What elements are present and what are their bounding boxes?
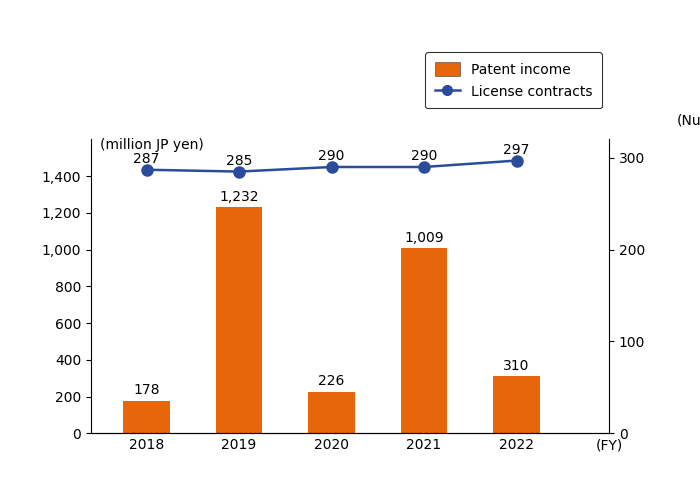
Text: 297: 297 — [503, 143, 530, 157]
Bar — [309, 392, 355, 433]
Text: 287: 287 — [133, 152, 160, 166]
Line: License contracts: License contracts — [141, 155, 522, 177]
Text: 1,009: 1,009 — [404, 231, 444, 245]
License contracts — [512, 157, 521, 163]
Legend: Patent income, License contracts: Patent income, License contracts — [425, 52, 602, 109]
License contracts — [328, 164, 336, 170]
Text: (Number): (Number) — [676, 114, 700, 127]
Text: 290: 290 — [411, 149, 438, 163]
Text: 226: 226 — [318, 374, 344, 388]
Text: 285: 285 — [226, 154, 252, 168]
Text: 178: 178 — [133, 383, 160, 397]
Bar — [216, 207, 262, 433]
Text: 1,232: 1,232 — [219, 190, 259, 204]
Text: (million JP yen): (million JP yen) — [100, 138, 204, 152]
Text: 310: 310 — [503, 359, 530, 373]
Bar — [401, 248, 447, 433]
Bar — [123, 400, 169, 433]
Text: 290: 290 — [318, 149, 344, 163]
License contracts — [142, 167, 150, 173]
License contracts — [234, 169, 243, 175]
Bar — [494, 376, 540, 433]
License contracts — [420, 164, 428, 170]
